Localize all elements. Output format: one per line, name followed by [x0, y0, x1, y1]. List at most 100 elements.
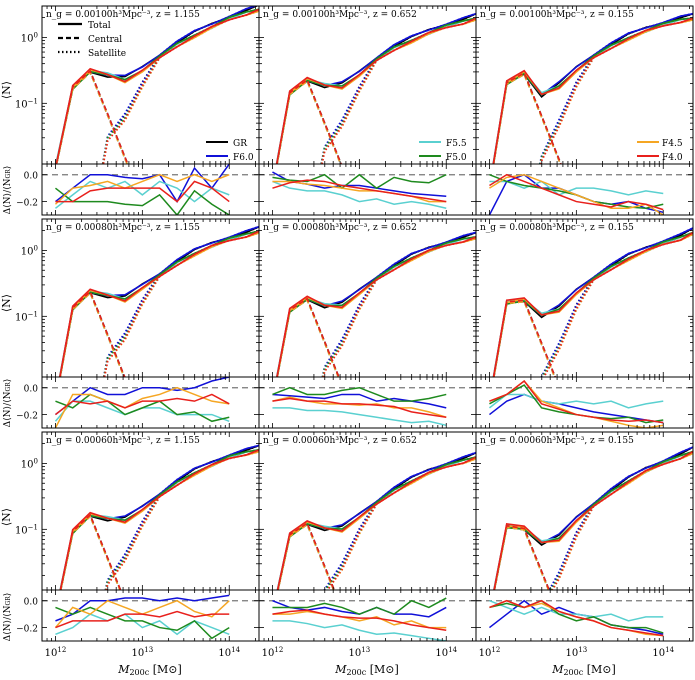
total-line-f45	[493, 452, 693, 590]
satellite-line-f50	[324, 456, 476, 590]
central-line-f60	[59, 513, 122, 590]
total-line-f60	[493, 446, 693, 590]
panel-r0c2: n_g = 0.00100h³Mpc⁻³, z = 0.155	[475, 5, 694, 216]
delta-line-f40	[489, 599, 664, 637]
central-line-f45	[59, 291, 125, 377]
total-line-f40	[59, 230, 259, 377]
legend-satellite-label: Satellite	[88, 49, 126, 59]
satellite-line-f45	[542, 233, 693, 377]
panel-label: n_g = 0.00100h³Mpc⁻³, z = 0.155	[480, 10, 634, 20]
total-line-f55	[55, 8, 259, 164]
central-line-gr	[55, 71, 129, 164]
legend-models-col1: F5.5 F5.0	[419, 139, 467, 163]
satellite-line-f55	[320, 17, 476, 164]
x-tick-label: 1014	[218, 646, 240, 659]
satellite-line-f40	[103, 230, 259, 377]
satellite-line-f60	[538, 12, 693, 164]
satellite-line-f50	[101, 8, 259, 164]
panel-label: n_g = 0.00080h³Mpc⁻³, z = 0.652	[263, 223, 417, 233]
satellite-line-f60	[321, 231, 476, 377]
total-line-f40	[59, 449, 259, 590]
central-line-f55	[55, 71, 129, 164]
delta-line-f50	[489, 599, 664, 634]
bottom-plot-area	[259, 171, 476, 210]
delta-line-f45	[489, 173, 664, 215]
delta-line-f50	[272, 597, 447, 616]
total-line-f55	[59, 449, 259, 590]
total-line-f50	[493, 231, 693, 377]
satellite-line-f45	[105, 450, 259, 590]
top-plot-area	[492, 446, 693, 590]
x-tick-label: 1014	[435, 646, 457, 659]
labels-layer: M200c [M⊙] M200c [M⊙] M200c [M⊙] ⟨N⟩ ⟨N⟩…	[0, 21, 683, 677]
total-line-f40	[276, 236, 476, 377]
x-tick-label: 1013	[566, 646, 588, 659]
y-label-bottom-row0: Δ⟨N⟩/⟨NGR⟩	[3, 166, 13, 215]
total-line-f45	[59, 232, 259, 377]
legend-f40-label: F4.0	[662, 153, 683, 163]
x-tick-label: 1012	[479, 646, 501, 659]
total-line-f45	[277, 458, 476, 590]
top-plot-area	[275, 231, 476, 377]
panel-label: n_g = 0.00060h³Mpc⁻³, z = 1.155	[46, 436, 200, 446]
total-line-f55	[276, 456, 476, 590]
total-line-gr	[59, 226, 259, 377]
y-tick-label: 10−1	[15, 97, 38, 110]
bottom-plot-area	[42, 594, 259, 640]
legend-models-col2: F4.5 F4.0	[637, 139, 683, 163]
satellite-line-f45	[539, 19, 693, 164]
bottom-plot-area	[42, 377, 259, 428]
central-line-f55	[59, 515, 121, 590]
panel-label: n_g = 0.00080h³Mpc⁻³, z = 0.155	[480, 223, 634, 233]
total-line-f40	[493, 450, 693, 590]
delta-line-f60	[54, 164, 230, 204]
top-plot-area	[59, 444, 259, 590]
panels-layer: n_g = 0.00100h³Mpc⁻³, z = 1.155 100 10−1 0.…	[15, 5, 694, 659]
panel-r0c1: n_g = 0.00100h³Mpc⁻³, z = 0.652	[258, 5, 477, 216]
total-line-f45	[276, 19, 476, 164]
satellite-line-f60	[548, 446, 693, 590]
central-line-f45	[55, 71, 129, 164]
central-line-f45	[493, 526, 550, 590]
delta-line-f40	[272, 397, 447, 419]
total-line-f45	[492, 19, 693, 164]
x-tick-label: 1013	[132, 646, 154, 659]
y-tick-label: 10−1	[15, 523, 38, 536]
total-line-f55	[492, 450, 693, 590]
bottom-frame	[258, 376, 477, 429]
central-line-f60	[59, 290, 126, 377]
legend-models-col0: GR F6.0	[206, 139, 254, 163]
bottom-plot-area	[476, 173, 693, 215]
satellite-line-f45	[103, 232, 259, 377]
satellite-line-f40	[551, 450, 693, 590]
bottom-frame	[475, 589, 694, 642]
bottom-plot-area	[259, 386, 476, 427]
y-tick-label: 10−1	[15, 310, 38, 323]
delta-line-f55	[272, 180, 447, 210]
delta-line-f55	[272, 407, 447, 427]
total-line-f45	[55, 10, 259, 164]
bottom-frame	[41, 163, 260, 216]
delta-line-f50	[55, 393, 230, 423]
delta-line-f50	[54, 187, 230, 215]
central-line-gr	[59, 515, 121, 590]
panel-label: n_g = 0.00100h³Mpc⁻³, z = 1.155	[46, 10, 200, 20]
y-tick-label: −0.2	[16, 199, 38, 209]
satellite-line-f55	[103, 230, 259, 377]
delta-line-f50	[489, 384, 664, 424]
total-line-f60	[58, 225, 259, 377]
bottom-plot-area	[476, 599, 693, 637]
legend-line-styles: Total Central Satellite	[58, 21, 126, 59]
satellite-line-f50	[104, 448, 259, 590]
central-line-f40	[55, 69, 129, 164]
satellite-line-f50	[103, 230, 259, 377]
delta-line-f55	[488, 393, 664, 409]
top-plot-area	[276, 451, 476, 590]
satellite-line-f55	[550, 450, 693, 590]
satellite-line-f40	[326, 456, 476, 590]
bottom-frame	[258, 589, 477, 642]
delta-line-f55	[272, 620, 447, 641]
delta-line-f45	[272, 610, 447, 629]
top-frame	[258, 5, 477, 165]
